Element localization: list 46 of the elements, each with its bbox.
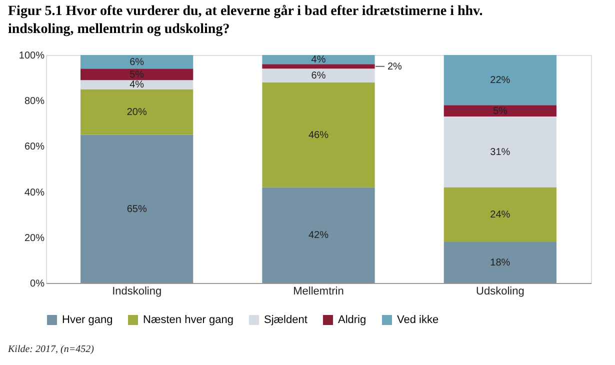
data-label: 4%: [311, 54, 326, 66]
bar: [444, 242, 556, 283]
data-label: 4%: [130, 80, 144, 91]
legend-label: Næsten hver gang: [143, 314, 234, 326]
legend-label: Ved ikke: [397, 314, 439, 326]
y-tick-label: 100%: [18, 50, 45, 62]
y-tick-label: 80%: [24, 96, 45, 108]
y-tick-label: 20%: [24, 232, 45, 244]
data-label: 5%: [130, 69, 144, 80]
bar: [444, 116, 556, 188]
x-tick-label: Indskoling: [112, 286, 162, 298]
data-label: 31%: [490, 146, 510, 158]
bar: [80, 55, 194, 69]
data-label: 5%: [492, 106, 508, 117]
bar: [80, 80, 194, 90]
data-label: 24%: [490, 210, 510, 221]
y-tick-label: 60%: [24, 142, 45, 153]
data-label: 2%: [388, 61, 402, 72]
legend-label: Aldrig: [338, 314, 366, 326]
y-tick-label: 40%: [24, 187, 45, 198]
data-label: 20%: [126, 107, 147, 118]
bar: [80, 89, 194, 135]
data-label: 22%: [490, 75, 510, 86]
bar: [262, 64, 375, 69]
x-tick-label: Mellemtrin: [293, 286, 344, 298]
text: Kilde: 2017, (n=452): [7, 344, 95, 355]
data-label: 6%: [311, 70, 326, 82]
bar: [262, 187, 375, 283]
data-label: 46%: [308, 130, 329, 141]
data-label: 18%: [490, 257, 510, 268]
bar: [444, 55, 556, 106]
data-label: 6%: [130, 56, 144, 68]
chart-title: Figur 5.1 Hvor ofte vurderer du, at eleverne går i bad efter idrætstimerne i hhv. indskoling, mellemtrin og udskoling?: [8, 4, 483, 37]
data-label: 65%: [126, 204, 147, 215]
legend-label: Hver gang: [62, 314, 113, 326]
bar: [262, 55, 375, 64]
bar: [80, 134, 194, 283]
bar: [262, 68, 375, 82]
x-tick-label: Udskoling: [476, 286, 524, 298]
bar: [444, 187, 556, 242]
bar: [80, 68, 194, 80]
bar: [262, 82, 375, 188]
bar: [444, 105, 556, 117]
data-label: 42%: [308, 230, 329, 242]
y-tick-label: 0%: [30, 278, 45, 290]
legend-label: Sjældent: [264, 314, 308, 326]
